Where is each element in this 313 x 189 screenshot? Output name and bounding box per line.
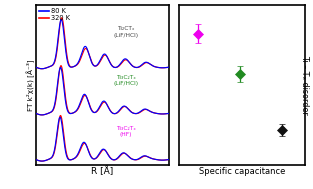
- X-axis label: R [Å]: R [Å]: [91, 167, 113, 177]
- Y-axis label: Ti – Tₓ disorder: Ti – Tₓ disorder: [300, 55, 309, 115]
- Text: Ti₂CTₓ
(LiF/HCl): Ti₂CTₓ (LiF/HCl): [114, 26, 139, 38]
- Y-axis label: FT k²χ(k) [Å⁻³]: FT k²χ(k) [Å⁻³]: [26, 59, 35, 111]
- X-axis label: Specific capacitance: Specific capacitance: [199, 167, 285, 176]
- Text: Ti₃C₂Tₓ
(HF): Ti₃C₂Tₓ (HF): [116, 126, 136, 137]
- Legend: 80 K, 320 K: 80 K, 320 K: [39, 8, 70, 21]
- Text: Ti₃C₂Tₓ
(LiF/HCl): Ti₃C₂Tₓ (LiF/HCl): [114, 75, 139, 86]
